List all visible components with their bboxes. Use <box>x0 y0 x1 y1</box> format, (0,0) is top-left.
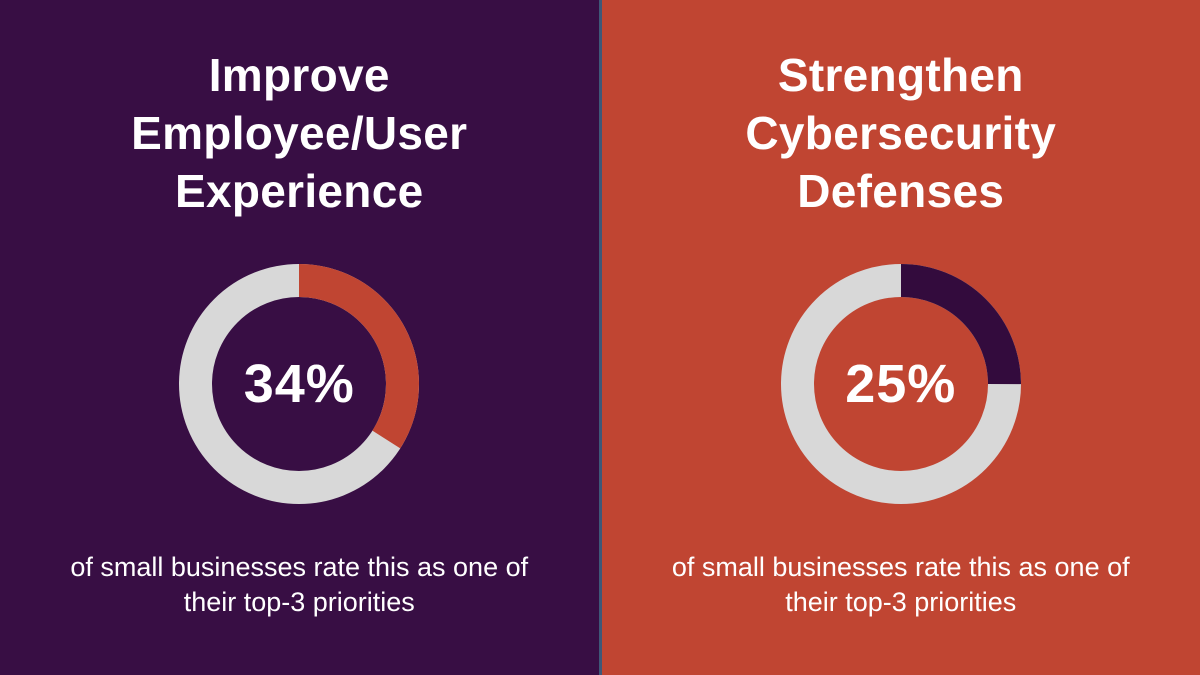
donut-ring-employee-experience <box>179 264 420 504</box>
percent-label-employee-experience: 34% <box>243 354 355 414</box>
donut-ring-cybersecurity <box>780 264 1021 504</box>
donut-arc <box>780 264 1021 504</box>
panel-title-cybersecurity: Strengthen Cybersecurity Defenses <box>745 49 1057 217</box>
donut-chart-cybersecurity: 25% <box>780 264 1021 504</box>
donut-arc <box>179 264 420 504</box>
panel-title-employee-experience: Improve Employee/User Experience <box>131 49 468 217</box>
caption-employee-experience: of small businesses rate this as one of … <box>70 552 529 617</box>
percent-label-cybersecurity: 25% <box>845 354 957 414</box>
donut-chart-employee-experience: 34% <box>179 264 420 504</box>
panel-divider <box>598 0 602 675</box>
panel-employee-experience: Improve Employee/User Experience 34% of … <box>0 0 599 675</box>
panel-cybersecurity: Strengthen Cybersecurity Defenses 25% of… <box>601 0 1200 675</box>
caption-cybersecurity: of small businesses rate this as one of … <box>671 552 1130 617</box>
